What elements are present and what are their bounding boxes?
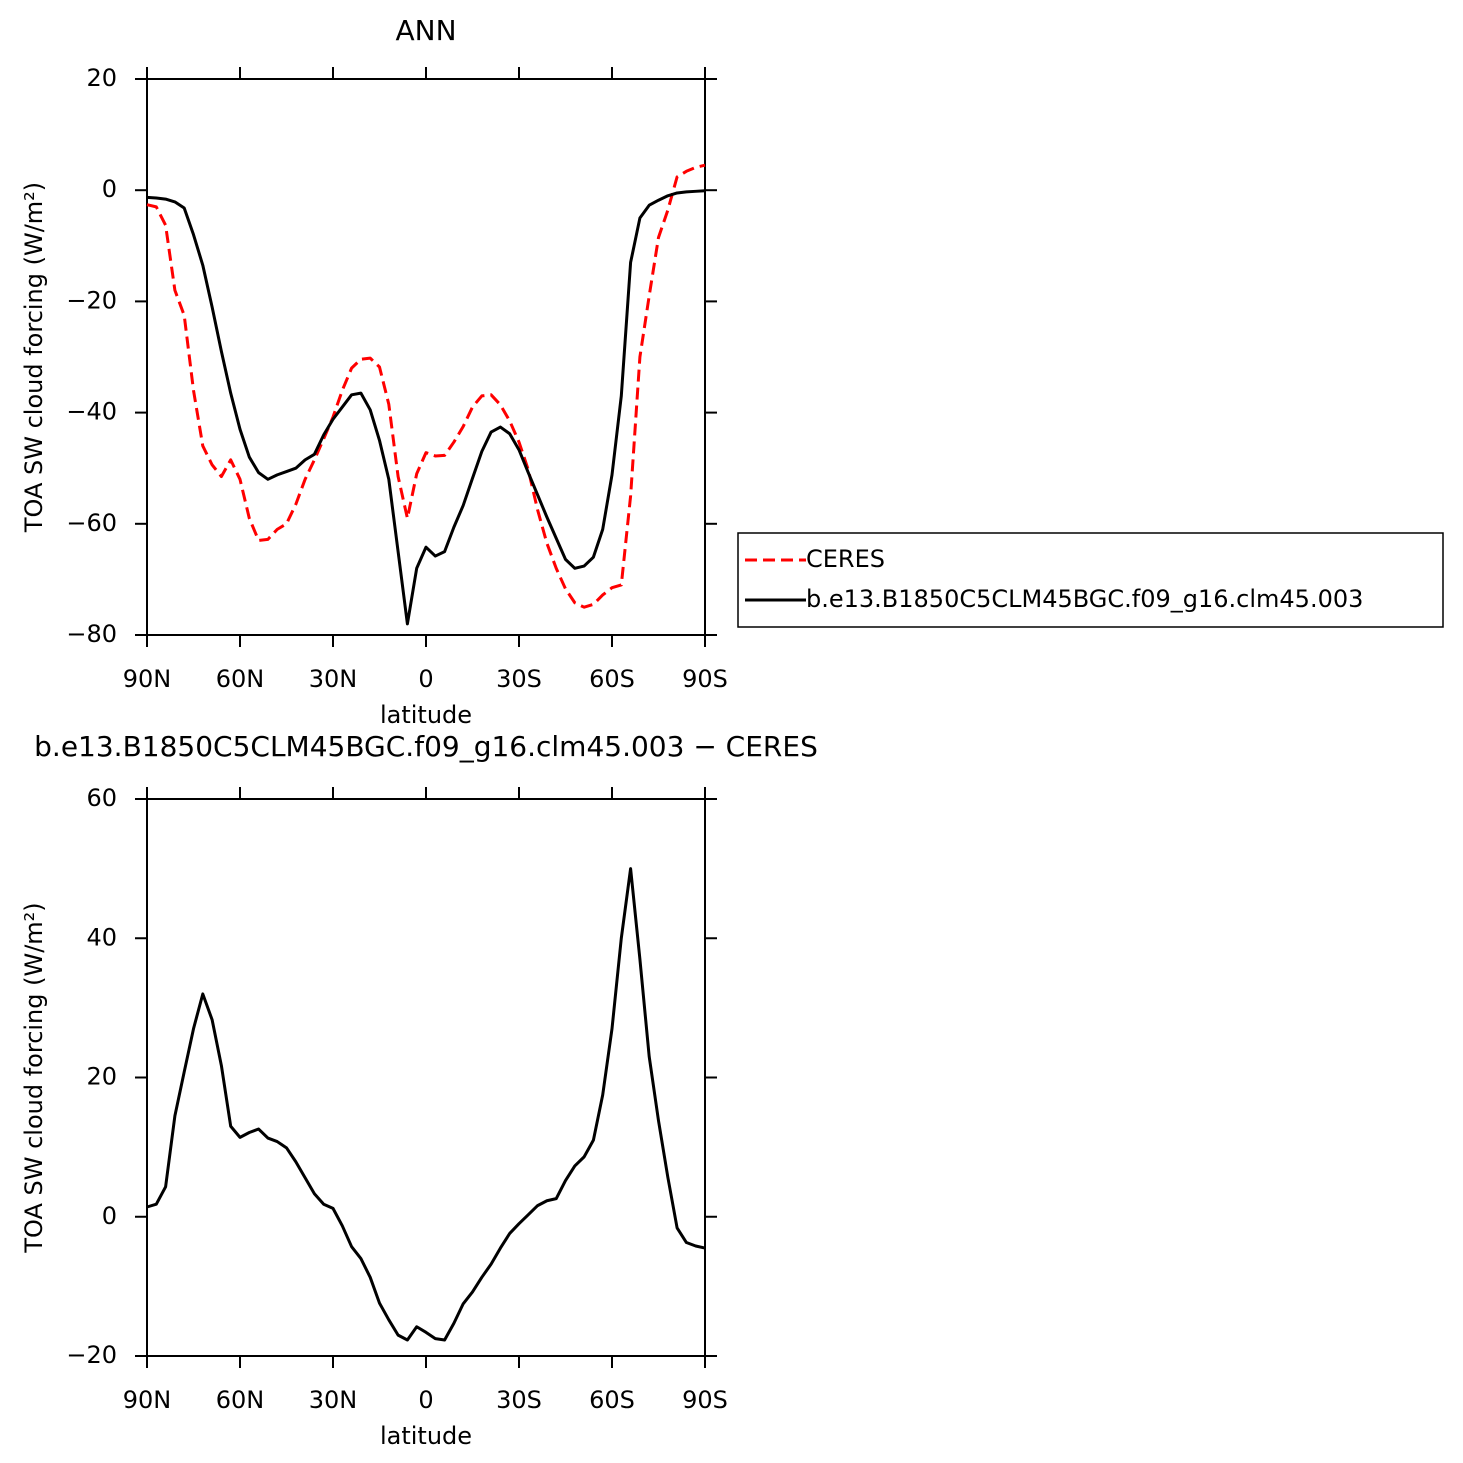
x-tick-label: 30S [496,1386,542,1414]
x-tick-label: 30S [496,665,542,693]
y-tick-label: −40 [66,398,117,426]
chart-title: ANN [395,14,456,47]
x-tick-label: 30N [309,665,358,693]
x-axis-label: latitude [380,1422,472,1450]
plot-frame [146,798,706,1357]
y-tick-label: 0 [102,1202,117,1230]
x-tick-label: 60S [589,665,635,693]
y-tick-label: 40 [86,923,117,951]
legend: CERES b.e13.B1850C5CLM45BGC.f09_g16.clm45… [737,532,1444,628]
data-line [146,189,706,626]
chart-title: b.e13.B1850C5CLM45BGC.f09_g16.clm45.003 … [34,730,818,763]
x-tick-label: 0 [418,1386,433,1414]
y-tick-label: −60 [66,509,117,537]
legend-label: b.e13.B1850C5CLM45BGC.f09_g16.clm45.003 [806,585,1363,613]
x-tick-label: 60S [589,1386,635,1414]
y-tick-label: −20 [66,1341,117,1369]
y-tick-label: 20 [86,64,117,92]
y-tick-label: −80 [66,620,117,648]
x-tick-label: 90N [123,1386,172,1414]
x-axis-label: latitude [380,701,472,729]
x-tick-label: 30N [309,1386,358,1414]
plot-frame [146,78,706,636]
x-tick-label: 0 [418,665,433,693]
data-line [146,867,706,1342]
x-tick-label: 90S [682,1386,728,1414]
x-tick-label: 60N [216,665,265,693]
legend-label: CERES [806,545,885,573]
y-axis-label: TOA SW cloud forcing (W/m²) [20,182,48,533]
data-line [146,163,706,609]
y-tick-label: 0 [102,175,117,203]
x-tick-label: 90N [123,665,172,693]
y-tick-label: 20 [86,1063,117,1091]
x-tick-label: 60N [216,1386,265,1414]
y-tick-label: −20 [66,286,117,314]
y-tick-label: 60 [86,784,117,812]
x-tick-label: 90S [682,665,728,693]
legend-box [737,532,1444,628]
y-axis-label: TOA SW cloud forcing (W/m²) [20,902,48,1253]
